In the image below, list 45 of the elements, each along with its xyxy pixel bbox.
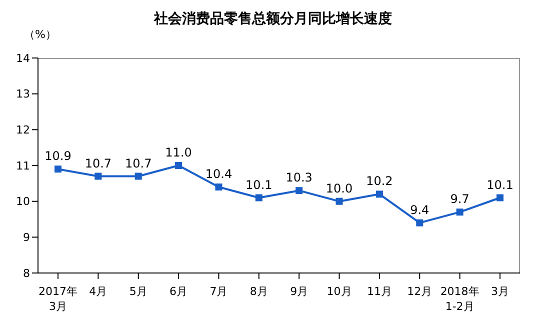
data-label: 11.0: [165, 146, 192, 160]
x-tick-label: 6月: [170, 285, 188, 298]
data-label: 10.1: [246, 178, 272, 192]
data-label: 10.4: [205, 167, 232, 181]
y-tick-label: 10: [16, 195, 30, 208]
x-tick-label: 4月: [89, 285, 108, 298]
point: [416, 219, 424, 226]
data-label: 9.7: [450, 192, 470, 206]
data-label: 10.3: [286, 170, 312, 185]
data-label: 10.7: [125, 156, 152, 170]
x-tick-label: 8月: [250, 285, 268, 298]
point: [175, 162, 182, 169]
point: [376, 190, 383, 198]
y-tick-label: 13: [16, 88, 30, 101]
data-label: 10.0: [326, 181, 353, 196]
data-label: 10.7: [84, 156, 112, 170]
point: [54, 166, 62, 173]
point: [94, 172, 102, 180]
y-tick-label: 11: [16, 159, 30, 172]
data-label: 10.2: [366, 174, 393, 188]
x-tick-label: 2018年 1-2月: [440, 285, 480, 313]
y-tick-label: 9: [23, 231, 30, 244]
x-tick-label: 7月: [210, 285, 228, 298]
point: [215, 184, 222, 190]
x-tick-label: 9月: [290, 285, 308, 298]
y-tick-label: 8: [23, 266, 30, 280]
point: [255, 194, 262, 202]
data-label: 10.9: [44, 149, 72, 164]
y-tick-label: 12: [16, 124, 30, 137]
data-label: 10.1: [486, 178, 514, 192]
point: [336, 198, 343, 205]
x-tick-label: 12月: [407, 285, 432, 298]
chart-title: 社会消费品零售总额分月同比增长速度: [152, 10, 393, 28]
point: [456, 208, 464, 216]
x-tick-label: 10月: [326, 285, 352, 298]
point: [134, 172, 142, 180]
x-tick-label: 3月: [491, 285, 509, 298]
point: [496, 194, 504, 202]
x-tick-label: 11月: [366, 285, 392, 298]
y-axis-title: （%）: [24, 27, 56, 42]
y-tick-label: 14: [16, 52, 30, 65]
data-label: 9.4: [410, 202, 430, 217]
x-tick-label: 2017年 3月: [38, 285, 78, 313]
x-tick-label: 5月: [129, 285, 148, 298]
point: [296, 187, 303, 194]
